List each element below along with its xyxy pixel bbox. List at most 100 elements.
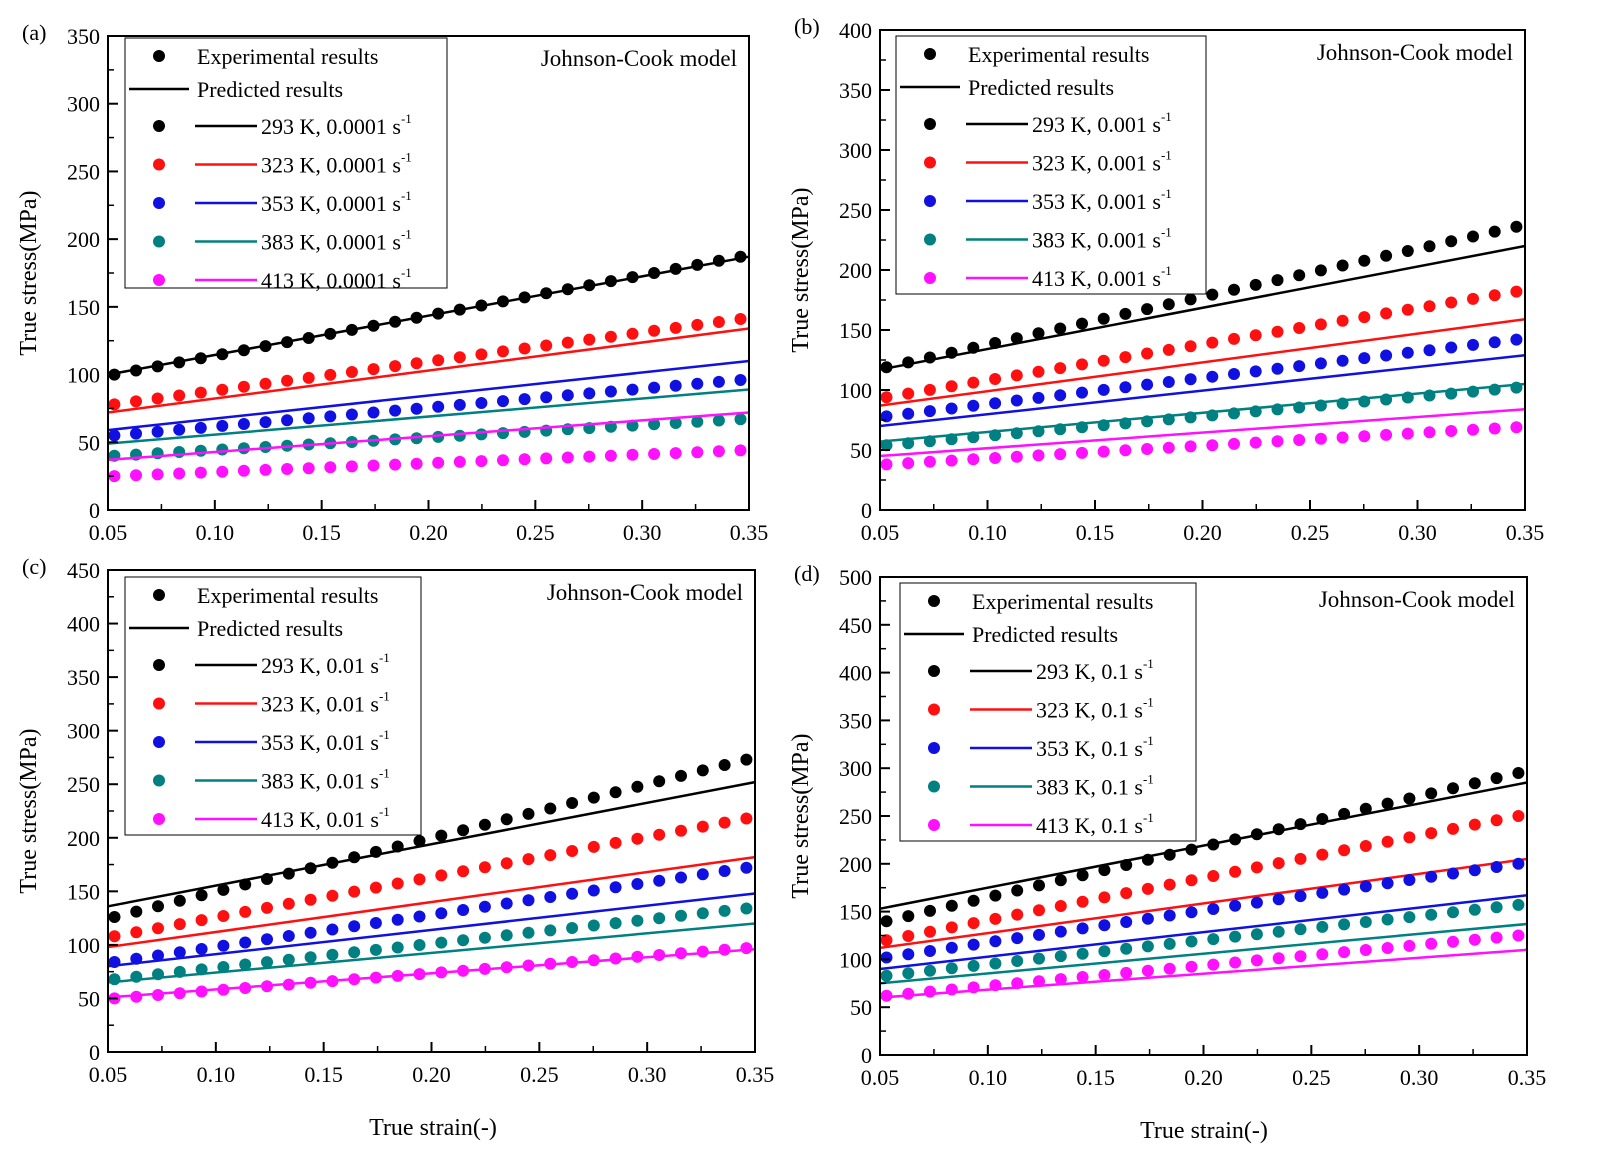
data-point-383K-29 [740, 902, 753, 915]
data-point-353K-24 [1403, 874, 1416, 886]
data-point-293K-25 [1423, 240, 1436, 253]
data-point-413K-23 [604, 449, 617, 462]
legend-box [895, 35, 1207, 295]
data-point-323K-20 [1316, 848, 1329, 861]
data-point-413K-2 [151, 468, 164, 481]
data-point-293K-8 [1054, 874, 1067, 887]
data-point-323K-1 [130, 926, 143, 939]
data-point-353K-15 [1206, 370, 1219, 383]
data-point-383K-7 [261, 956, 273, 969]
legend-marker-293K [153, 659, 165, 671]
legend-unit-superscript: -1 [1143, 772, 1154, 787]
data-point-323K-12 [1141, 347, 1154, 360]
data-point-383K-23 [609, 917, 622, 930]
legend-unit-superscript: -1 [1143, 656, 1154, 671]
legend-unit: s [1134, 698, 1143, 723]
data-point-413K-1 [130, 469, 142, 482]
data-point-383K-22 [587, 919, 600, 932]
data-point-413K-0 [880, 989, 893, 1002]
model-title: Johnson-Cook model [541, 46, 737, 71]
legend-temp: 353 K [1036, 736, 1091, 761]
data-point-323K-8 [282, 897, 295, 910]
y-tick-label: 250 [839, 804, 872, 829]
y-tick-label: 150 [67, 879, 100, 904]
data-point-413K-18 [1272, 952, 1285, 965]
data-point-323K-3 [173, 389, 186, 402]
data-point-383K-6 [1011, 955, 1024, 967]
data-point-323K-3 [173, 918, 186, 931]
data-point-323K-13 [391, 877, 404, 890]
y-tick-label: 100 [67, 933, 100, 958]
data-point-323K-11 [1120, 887, 1133, 900]
data-point-413K-26 [1445, 425, 1458, 437]
y-tick-label: 450 [67, 558, 100, 583]
data-point-323K-17 [1249, 329, 1262, 342]
data-point-323K-25 [648, 324, 661, 337]
predicted-line-383K [107, 388, 750, 445]
legend-unit-superscript: -1 [379, 766, 390, 781]
data-point-413K-29 [734, 444, 747, 457]
data-point-353K-10 [1097, 383, 1110, 396]
legend-marker-323K [924, 156, 936, 169]
data-point-323K-24 [631, 832, 644, 845]
data-point-323K-27 [696, 820, 709, 833]
data-point-293K-12 [1141, 303, 1154, 316]
data-point-293K-9 [1076, 869, 1089, 882]
legend-temp: 323 K [261, 692, 316, 717]
data-point-293K-27 [1468, 777, 1481, 790]
data-point-413K-16 [1228, 437, 1240, 450]
legend-entry-413K: 413 K, 0.1 s-1 [1036, 810, 1154, 838]
data-point-383K-28 [1490, 901, 1503, 914]
data-point-413K-17 [1249, 436, 1262, 449]
data-point-323K-7 [1033, 904, 1045, 917]
data-point-323K-0 [108, 930, 121, 943]
x-tick-label: 0.35 [730, 520, 769, 545]
data-point-383K-11 [348, 946, 361, 959]
data-point-353K-26 [675, 871, 687, 884]
legend-unit: s [1152, 151, 1161, 176]
data-point-353K-27 [1468, 864, 1481, 877]
data-point-293K-7 [1033, 879, 1045, 892]
data-point-413K-9 [1076, 971, 1089, 983]
y-axis-title: True stress(MPa) [16, 728, 42, 893]
data-point-323K-11 [348, 885, 361, 898]
data-point-323K-29 [740, 812, 753, 825]
y-tick-label: 300 [67, 719, 100, 744]
x-tick-label: 0.05 [861, 1065, 900, 1090]
predicted-line-413K [879, 407, 1526, 458]
legend-marker-353K [928, 742, 940, 754]
y-tick-label: 250 [67, 772, 100, 797]
data-point-353K-10 [1098, 919, 1111, 932]
data-point-383K-27 [1468, 903, 1481, 916]
data-point-323K-21 [561, 336, 574, 349]
data-point-353K-16 [453, 398, 466, 411]
legend-unit-superscript: -1 [379, 650, 390, 665]
data-point-353K-17 [1249, 365, 1262, 378]
data-point-353K-7 [259, 416, 272, 429]
data-point-413K-14 [1185, 960, 1198, 973]
legend-rate: 0.01 [326, 769, 365, 794]
data-point-323K-4 [967, 917, 980, 930]
legend-rate: 0.001 [1097, 266, 1147, 291]
data-point-323K-2 [924, 925, 936, 938]
legend-sep: , [1090, 659, 1101, 684]
data-point-293K-20 [1314, 264, 1327, 277]
data-point-293K-2 [924, 904, 936, 917]
predicted-line-413K [107, 947, 756, 999]
data-point-323K-22 [1359, 840, 1372, 852]
data-point-383K-3 [173, 446, 186, 458]
data-point-323K-10 [1098, 891, 1111, 904]
data-point-413K-0 [108, 470, 121, 483]
y-tick-label: 150 [839, 318, 872, 343]
data-point-293K-24 [1403, 792, 1416, 805]
data-point-353K-28 [718, 865, 731, 877]
data-point-413K-9 [302, 462, 315, 475]
y-tick-label: 50 [850, 995, 872, 1020]
legend-marker-413K [924, 272, 936, 284]
x-tick-label: 0.35 [1508, 1065, 1547, 1090]
legend-box [124, 37, 448, 289]
data-point-413K-5 [989, 452, 1002, 464]
data-point-413K-25 [1425, 937, 1438, 950]
data-point-383K-24 [626, 419, 639, 432]
